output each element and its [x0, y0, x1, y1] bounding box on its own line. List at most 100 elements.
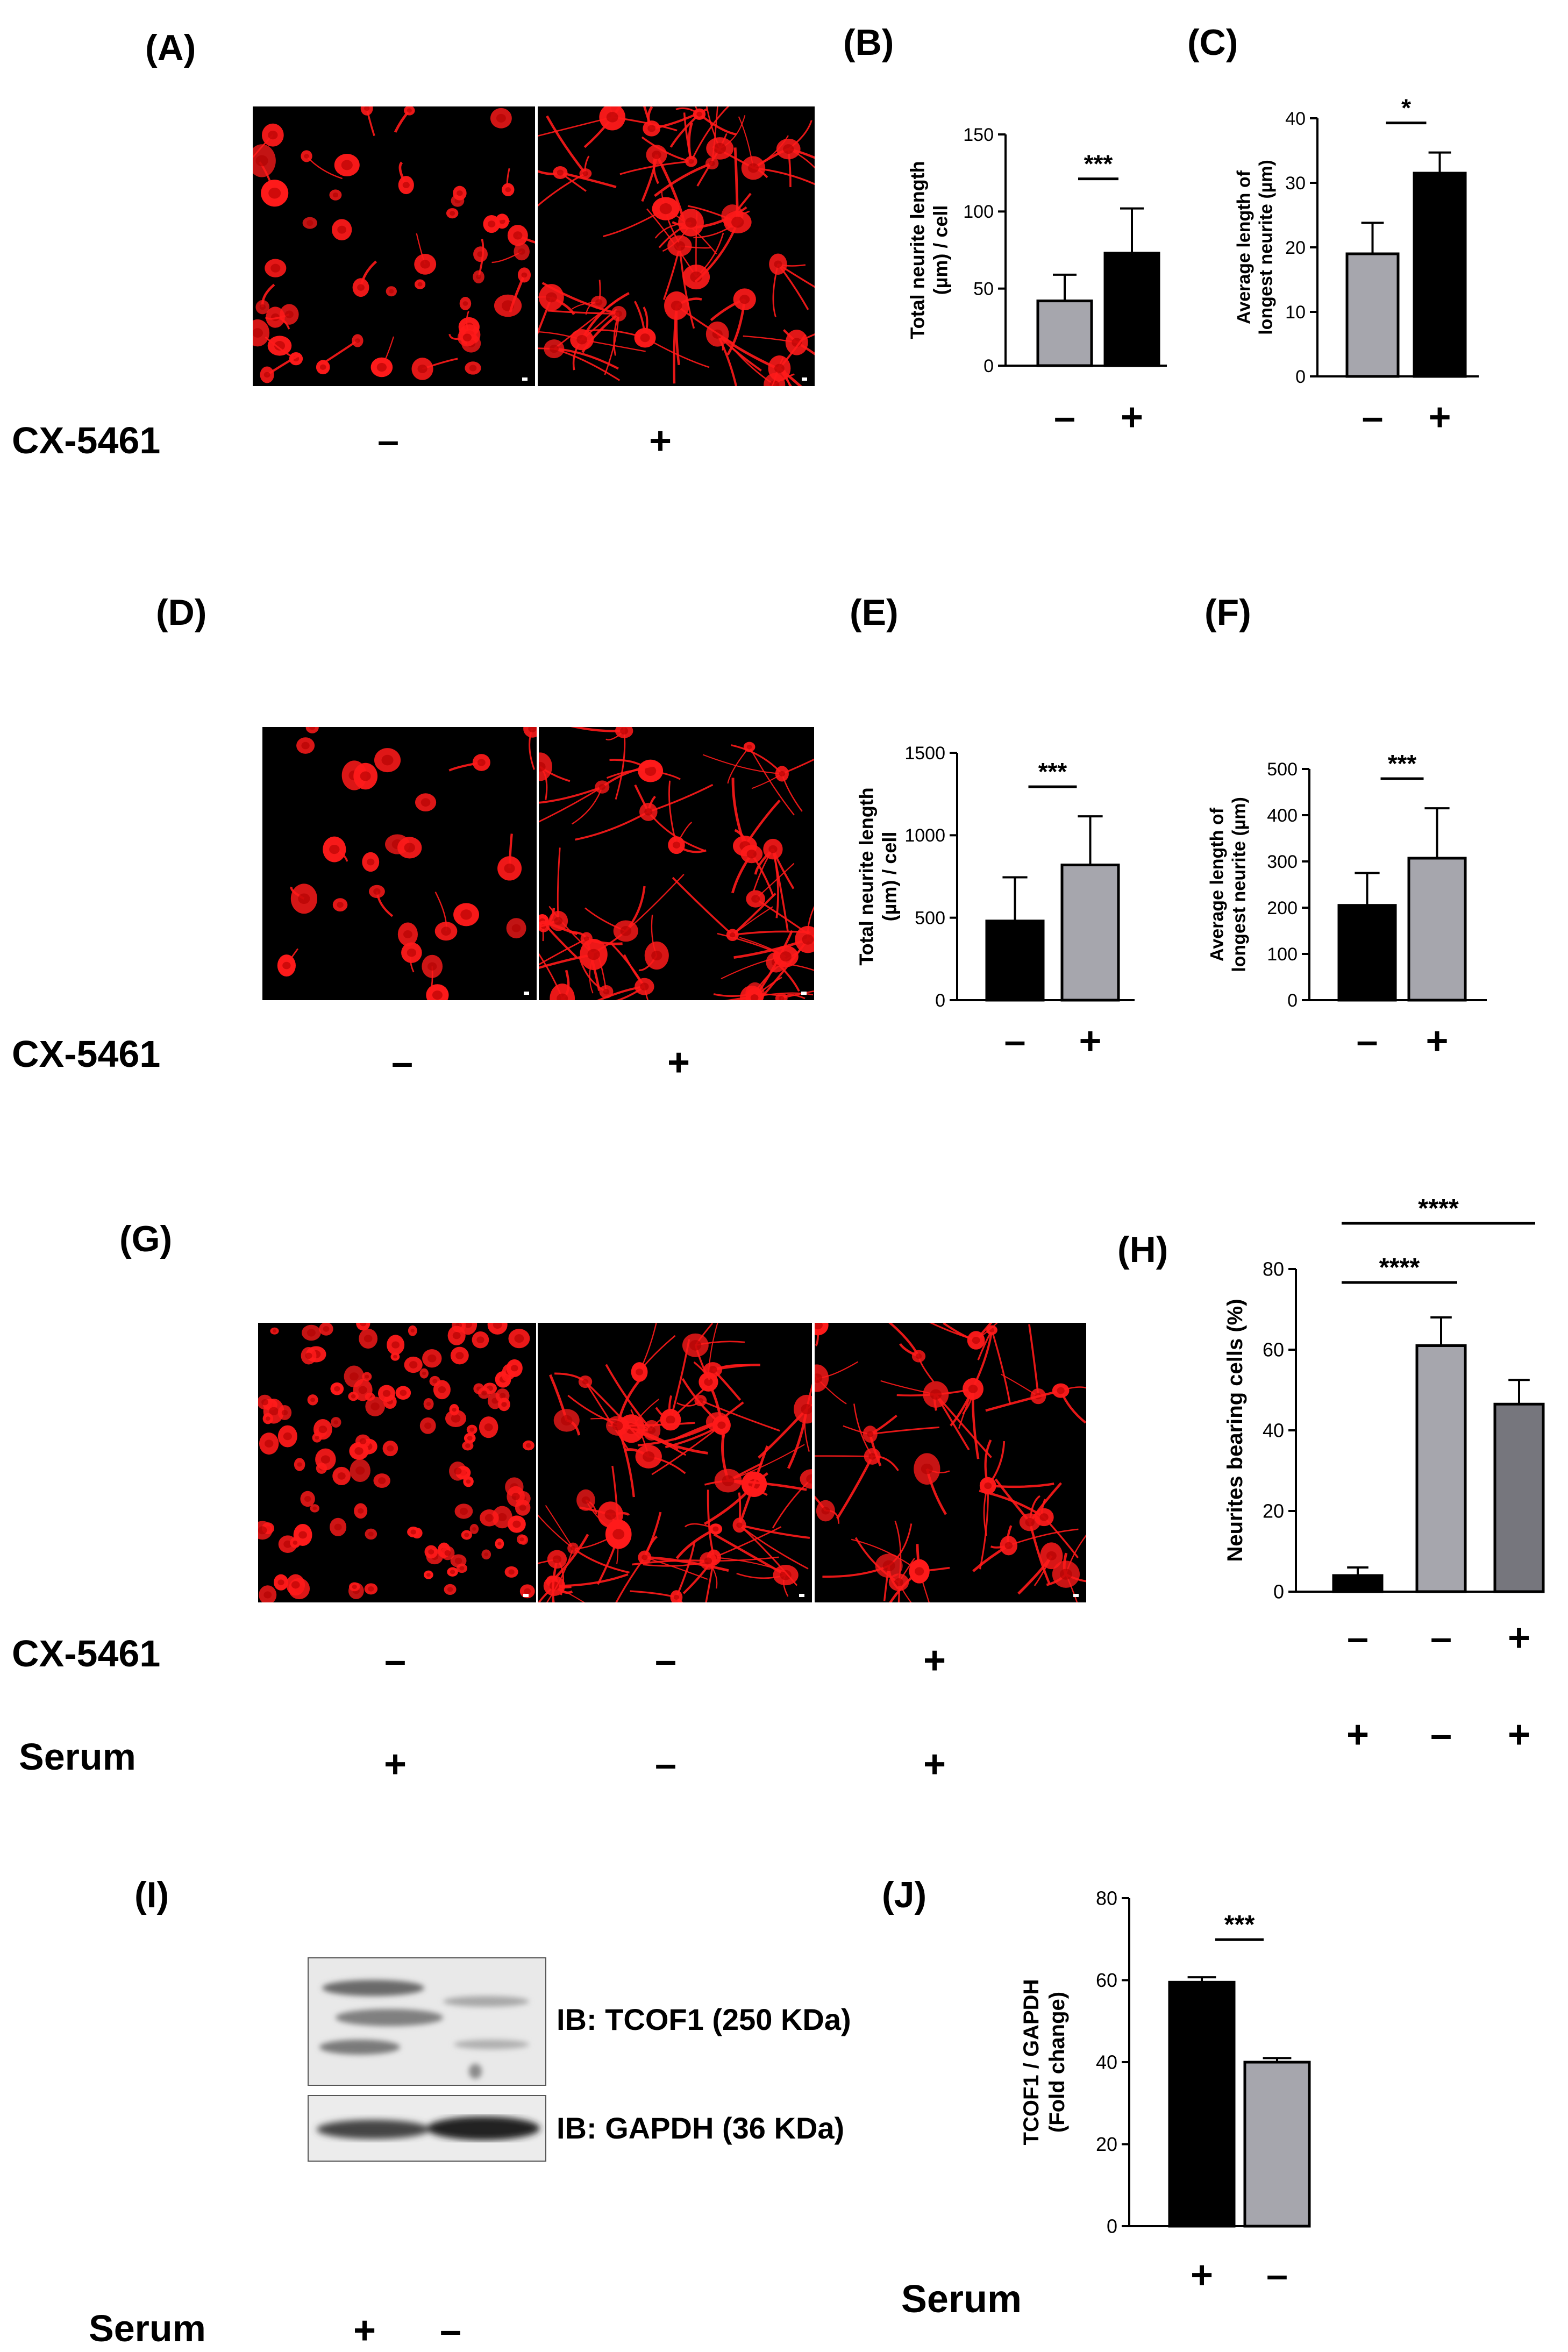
cell-nucleus: [357, 284, 365, 291]
cell-nucleus: [557, 169, 564, 176]
neurite: [781, 990, 814, 999]
panel-label-f: (F): [1204, 592, 1251, 633]
cell-nucleus: [1004, 1542, 1013, 1549]
cell-nucleus: [477, 759, 486, 766]
bar: [1413, 172, 1467, 378]
cell-nucleus: [409, 1361, 418, 1369]
cell-nucleus: [304, 1495, 311, 1502]
cell-nucleus: [783, 144, 794, 154]
cell-nucleus: [1057, 1387, 1065, 1394]
y-tick-label: 150: [963, 125, 994, 145]
cell-nucleus: [652, 151, 661, 159]
cell-nucleus: [450, 211, 455, 216]
neurite: [554, 1573, 629, 1587]
cell-nucleus: [476, 1336, 484, 1343]
sign-d-2: +: [667, 1041, 690, 1084]
cell-nucleus: [265, 1439, 274, 1448]
y-tick-label: 0: [935, 990, 945, 1011]
y-axis-label-line: Average length of: [1207, 807, 1228, 961]
micrograph-g-3: [815, 1323, 1086, 1602]
cell-nucleus: [984, 1482, 992, 1489]
neurite: [988, 1483, 1054, 1488]
cell-nucleus: [305, 1352, 312, 1359]
y-tick-label: 40: [1263, 1420, 1284, 1442]
cell-nucleus: [297, 1462, 302, 1467]
category-label: +: [1079, 1020, 1101, 1063]
y-tick-label: 500: [1267, 759, 1298, 780]
neurite: [929, 1323, 977, 1342]
y-tick-label: 80: [1096, 1887, 1117, 1909]
cell-nucleus: [779, 771, 785, 776]
category-label: –: [1356, 1020, 1378, 1063]
panel-label-b: (B): [843, 22, 894, 63]
cell-nucleus: [513, 231, 523, 240]
neurite: [625, 874, 685, 932]
cell-nucleus: [410, 1329, 415, 1333]
chart-j: 0 20 40 60 80 TCOF1 / GAPDH (Fold change) *** + –…: [817, 1887, 1409, 2344]
sign-g-serum-3: +: [923, 1743, 946, 1786]
y-tick-label: 0: [1287, 990, 1298, 1011]
cell-nucleus: [484, 1552, 489, 1557]
cell-nucleus: [512, 1520, 521, 1528]
cell-nucleus: [581, 1496, 590, 1504]
significance-label: ***: [1084, 150, 1113, 178]
neurite: [725, 996, 752, 1000]
cell-nucleus: [307, 220, 313, 226]
cell-nucleus: [365, 1374, 369, 1379]
cell-nucleus: [402, 182, 410, 188]
neurite: [711, 106, 718, 164]
cell-nucleus: [453, 1467, 462, 1475]
cell-nucleus: [801, 1404, 812, 1415]
cell-nucleus: [472, 1527, 476, 1531]
cell-body: [745, 988, 764, 1000]
row-label-cx5461-d: CX-5461: [12, 1033, 161, 1075]
cell-nucleus: [915, 1567, 924, 1576]
cell-nucleus: [484, 1423, 493, 1431]
y-axis-label-line: (Fold change): [1045, 1992, 1069, 2133]
cell-nucleus: [497, 1542, 502, 1546]
cell-nucleus: [722, 1475, 735, 1486]
cell-nucleus: [315, 1436, 319, 1440]
cell-nucleus: [673, 1594, 679, 1600]
y-axis-label-line: longest neurite (µm): [1256, 160, 1276, 335]
cell-nucleus: [730, 932, 736, 938]
y-tick-label: 50: [973, 279, 994, 300]
neurite: [575, 811, 649, 841]
cell-nucleus: [417, 282, 423, 287]
y-tick-label: 100: [963, 202, 994, 222]
chart-f: 0 100 200 300 400 500 Average length of longest…: [1207, 683, 1568, 1092]
cell-nucleus: [497, 1513, 507, 1521]
neurite: [539, 938, 587, 966]
cell-nucleus: [355, 1466, 365, 1475]
cell-nucleus: [519, 1505, 526, 1511]
cell-nucleus: [307, 1329, 316, 1337]
cell-nucleus: [521, 272, 528, 278]
y-axis-label-line: (µm) / cell: [879, 832, 901, 922]
y-tick-label: 30: [1285, 173, 1306, 194]
neurite: [675, 1596, 682, 1602]
cell-nucleus: [259, 304, 266, 310]
cell-nucleus: [525, 1443, 531, 1448]
category-label: +: [1121, 396, 1143, 439]
cell-nucleus: [774, 364, 785, 373]
row-label-serum-g: Serum: [19, 1736, 136, 1778]
sign-a-1: –: [377, 419, 400, 462]
cell-nucleus: [643, 1451, 655, 1462]
cell-nucleus: [370, 1402, 380, 1410]
sign-g-serum-2: –: [654, 1743, 677, 1786]
cell-nucleus: [403, 930, 412, 938]
chart-h: 0 20 40 60 80 Neurites bearing cells (%) **** *…: [1221, 1194, 1568, 1774]
cell-nucleus: [704, 1378, 713, 1386]
cell-nucleus: [511, 1493, 520, 1500]
cell-nucleus: [447, 1587, 453, 1592]
cell-nucleus: [319, 364, 326, 370]
cell-nucleus: [281, 1409, 288, 1416]
neurite: [675, 1596, 680, 1602]
cell-nucleus: [427, 962, 437, 971]
cell-nucleus: [293, 1541, 298, 1545]
neurite: [538, 173, 586, 207]
bar: [1168, 1980, 1236, 2228]
bar: [1243, 2061, 1311, 2228]
y-tick-label: 0: [983, 356, 994, 376]
cell-body: [550, 983, 575, 1000]
